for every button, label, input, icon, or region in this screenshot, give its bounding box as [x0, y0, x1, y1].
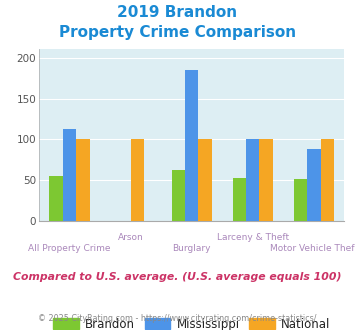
- Bar: [131, 139, 144, 221]
- Text: © 2025 CityRating.com - https://www.cityrating.com/crime-statistics/: © 2025 CityRating.com - https://www.city…: [38, 314, 317, 323]
- Text: Arson: Arson: [118, 233, 143, 242]
- Bar: [307, 149, 321, 221]
- Bar: [76, 139, 90, 221]
- Text: Burglary: Burglary: [173, 244, 211, 253]
- Bar: [49, 176, 63, 221]
- Bar: [171, 170, 185, 221]
- Bar: [321, 139, 334, 221]
- Bar: [294, 180, 307, 221]
- Bar: [246, 139, 260, 221]
- Bar: [63, 129, 76, 221]
- Bar: [198, 139, 212, 221]
- Text: 2019 Brandon: 2019 Brandon: [118, 5, 237, 20]
- Bar: [260, 139, 273, 221]
- Text: Motor Vehicle Theft: Motor Vehicle Theft: [270, 244, 355, 253]
- Text: Property Crime Comparison: Property Crime Comparison: [59, 25, 296, 40]
- Text: All Property Crime: All Property Crime: [28, 244, 111, 253]
- Bar: [185, 70, 198, 221]
- Text: Larceny & Theft: Larceny & Theft: [217, 233, 289, 242]
- Legend: Brandon, Mississippi, National: Brandon, Mississippi, National: [49, 313, 335, 330]
- Bar: [233, 178, 246, 221]
- Text: Compared to U.S. average. (U.S. average equals 100): Compared to U.S. average. (U.S. average …: [13, 272, 342, 282]
